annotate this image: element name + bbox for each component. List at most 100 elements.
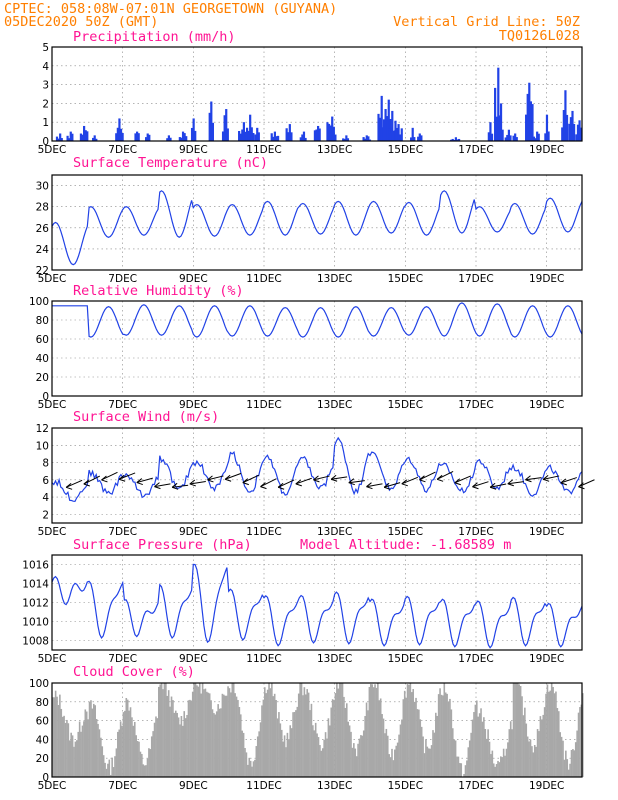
cloud-bar (381, 714, 383, 777)
panel-5: Surface Pressure (hPa) Model Altitude: -1… (22, 537, 583, 665)
cloud-bar (245, 752, 248, 777)
precip-bar (210, 101, 213, 141)
precip-bar (211, 122, 214, 141)
cloud-bar (238, 707, 241, 777)
cloud-bar (68, 740, 71, 777)
cloud-bar (265, 693, 268, 777)
precip-bar (495, 116, 498, 141)
cloud-bar (473, 712, 475, 777)
precip-bar (395, 127, 399, 141)
cloud-bar (214, 714, 217, 777)
cloud-bar (288, 739, 290, 777)
cloud-bar (338, 683, 341, 777)
cloud-bar (60, 708, 63, 777)
cloud-bar (536, 729, 539, 777)
cloud-bar (227, 686, 229, 777)
wind-arrow-head (366, 482, 373, 490)
cloud-bar (570, 750, 573, 777)
cloud-bar (487, 729, 489, 777)
cloud-bar (244, 747, 246, 777)
precip-bar (299, 137, 302, 141)
cloud-bar (521, 696, 523, 777)
precip-bar (572, 123, 576, 141)
cloud-bar (220, 708, 222, 777)
cloud-bar (444, 692, 447, 777)
cloud-bar (183, 711, 186, 777)
precip-bar (562, 110, 565, 141)
panel-title: Surface Temperature (nC) (73, 155, 268, 171)
precip-bar (71, 133, 74, 141)
wind-arrow-head (507, 479, 514, 487)
cloud-bar (158, 686, 160, 777)
wind-arrow-head (401, 479, 408, 487)
wind-arrow (419, 471, 436, 481)
cloud-bar (337, 688, 340, 777)
x-tick-label: 11DEC (246, 780, 281, 792)
cloud-bar (293, 711, 296, 777)
precip-bar (499, 103, 503, 141)
cloud-bar (351, 747, 354, 777)
cloud-bar (74, 741, 77, 777)
cloud-bar (268, 683, 270, 777)
cloud-bar (557, 711, 560, 777)
cloud-bar (90, 700, 92, 777)
x-tick-label: 9DEC (179, 399, 208, 411)
cloud-bar (83, 721, 85, 777)
precip-bar (180, 137, 183, 141)
x-tick-label: 9DEC (179, 780, 208, 792)
precip-bar (327, 123, 331, 141)
series-line (51, 190, 583, 266)
precip-bar (245, 132, 249, 141)
cloud-bar (436, 715, 439, 777)
cloud-bar (372, 687, 375, 777)
cloud-bar (78, 721, 81, 777)
precip-bar (346, 138, 350, 141)
cloud-bar (550, 683, 553, 777)
header-model-id: TQ0126L028 (499, 28, 580, 44)
x-tick-label: 13DEC (317, 653, 352, 665)
precip-bar (526, 93, 529, 141)
cloud-bar (377, 683, 379, 777)
cloud-bar (59, 694, 61, 777)
precip-bar (451, 138, 454, 141)
cloud-bar (124, 710, 126, 777)
precip-bar (241, 129, 244, 141)
wind-arrow (454, 475, 471, 484)
cloud-bar (507, 742, 509, 777)
precip-bar (83, 125, 86, 141)
cloud-bar (446, 693, 448, 777)
cloud-bar (310, 703, 313, 777)
precip-bar (490, 133, 494, 141)
cloud-bar (141, 753, 143, 777)
cloud-bar (133, 721, 136, 777)
cloud-bar (218, 708, 221, 777)
cloud-bar (269, 688, 272, 777)
cloud-bar (526, 736, 529, 777)
precip-bar (332, 126, 335, 141)
wind-arrow-head (560, 478, 567, 486)
precip-bar (221, 131, 225, 141)
cloud-bar (453, 739, 455, 777)
cloud-bar (320, 750, 323, 777)
wind-arrow (65, 479, 83, 488)
cloud-bar (107, 763, 109, 777)
precip-bar (547, 131, 550, 141)
cloud-bar (316, 733, 318, 777)
cloud-bar (98, 729, 101, 777)
cloud-bar (210, 700, 212, 777)
x-tick-label: 5DEC (38, 526, 67, 538)
cloud-bar (201, 683, 204, 777)
cloud-bar (149, 749, 152, 777)
cloud-bar (344, 707, 347, 777)
cloud-bar (67, 723, 70, 777)
cloud-bar (239, 714, 242, 777)
cloud-bar (104, 762, 106, 777)
precip-bar (388, 128, 391, 141)
wind-arrow-head (224, 474, 232, 482)
cloud-bar (95, 718, 98, 777)
cloud-bar (364, 716, 366, 777)
precip-bar (60, 138, 63, 141)
cloud-bar (406, 684, 409, 777)
wind-arrow-head (242, 478, 249, 486)
cloud-bar (435, 712, 437, 777)
